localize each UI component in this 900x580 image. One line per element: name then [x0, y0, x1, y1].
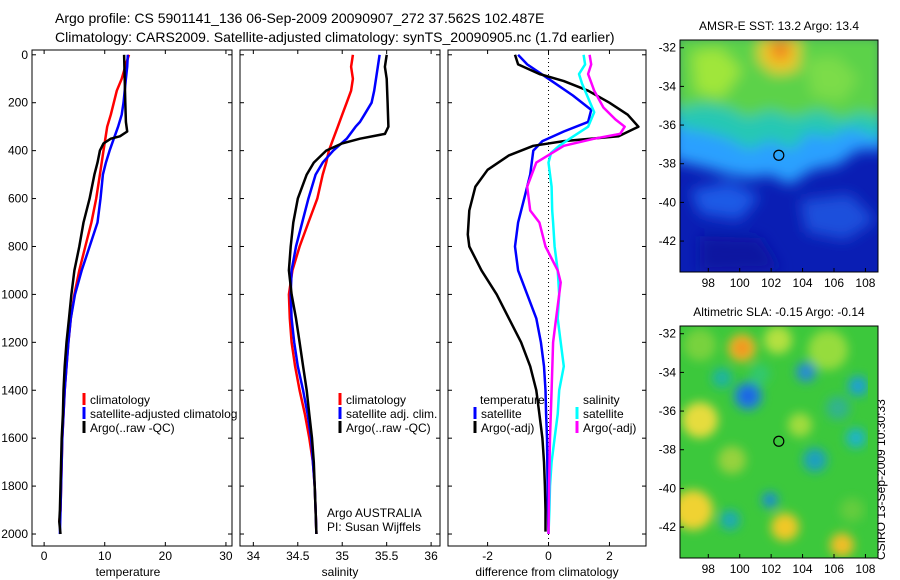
difference-legend: temperature satellite Argo(-adj) salinit…: [473, 393, 636, 435]
sla-map-title: Altimetric SLA: -0.15 Argo: -0.14: [693, 305, 865, 319]
legend-argo: Argo(..raw -QC): [346, 421, 431, 435]
x-tick-label: 0: [545, 549, 552, 563]
pi-label: PI: Susan Wijffels: [327, 520, 421, 534]
lon-tick-label: 108: [855, 276, 875, 290]
depth-tick-label: 1800: [1, 479, 28, 493]
lon-tick-label: 100: [730, 276, 750, 290]
depth-tick-label: 400: [8, 144, 28, 158]
series-line-satellite-adj-clim-: [289, 54, 381, 535]
legend-satellite-adj: satellite adj. clim.: [346, 407, 437, 421]
series-line-temperature-satellite: [513, 53, 593, 535]
difference-panel-frame: [447, 49, 647, 547]
lat-tick-label: -38: [659, 443, 677, 457]
difference-axis-label: difference from climatology: [475, 565, 618, 579]
x-tick-label: 34.5: [286, 549, 310, 563]
depth-tick-label: 1200: [1, 335, 28, 349]
lat-tick-label: -38: [659, 157, 677, 171]
lat-tick-label: -36: [659, 404, 677, 418]
lon-tick-label: 102: [761, 562, 781, 576]
x-tick-label: 34: [247, 549, 261, 563]
x-tick-label: 2: [606, 549, 613, 563]
temperature-legend: climatology satellite-adjusted climatolo…: [82, 393, 237, 435]
lon-tick-label: 106: [824, 562, 844, 576]
temperature-panel: 0 10 20 30 0 200 400 600 800 1000 1200 1400 1600 1800…: [1, 48, 233, 563]
series-line-argo-raw-qc-: [58, 54, 129, 535]
lat-tick-label: -40: [659, 195, 677, 209]
legend-sal-argo: Argo(-adj): [583, 421, 636, 435]
header-line-1: Argo profile: CS 5901141_136 06-Sep-2009…: [55, 10, 545, 26]
series-line-salinity-argo-adj-: [525, 54, 626, 535]
lon-tick-label: 98: [702, 562, 716, 576]
program-label: Argo AUSTRALIA: [327, 506, 422, 520]
series-line-satellite-adjusted-climatolog: [58, 54, 130, 535]
depth-tick-label: 200: [8, 96, 28, 110]
legend-temperature-title: temperature: [480, 393, 545, 407]
lon-tick-label: 106: [824, 276, 844, 290]
salinity-legend: climatology satellite adj. clim. Argo(..…: [327, 393, 437, 534]
legend-temp-satellite: satellite: [481, 407, 522, 421]
legend-temp-argo: Argo(-adj): [481, 421, 534, 435]
argo-float-marker: [773, 435, 785, 447]
lon-tick-label: 108: [855, 562, 875, 576]
x-tick-label: 0: [41, 549, 48, 563]
temperature-axis-label: temperature: [96, 565, 161, 579]
argo-float-marker: [773, 149, 785, 161]
legend-argo: Argo(..raw -QC): [90, 421, 175, 435]
salinity-axis-label: salinity: [322, 565, 359, 579]
lon-tick-label: 98: [702, 276, 716, 290]
legend-satellite-adjusted: satellite-adjusted climatolog: [90, 407, 237, 421]
x-tick-label: 20: [159, 549, 173, 563]
lon-tick-label: 104: [793, 562, 813, 576]
legend-climatology: climatology: [346, 393, 406, 407]
lon-tick-label: 100: [730, 562, 750, 576]
legend-salinity-title: salinity: [583, 393, 620, 407]
lat-tick-label: -36: [659, 118, 677, 132]
lat-tick-label: -40: [659, 481, 677, 495]
depth-tick-label: 800: [8, 239, 28, 253]
lon-tick-label: 104: [793, 276, 813, 290]
sst-map: 98 100 102 104 106 108 -32 -34 -36 -38 -40 -42: [659, 39, 879, 290]
depth-tick-label: 0: [21, 48, 28, 62]
series-line-temperature-argo-adj-: [466, 54, 640, 532]
difference-panel: -2 0 2: [448, 50, 646, 563]
x-tick-label: 30: [219, 549, 233, 563]
x-tick-label: 35: [336, 549, 350, 563]
x-tick-label: -2: [482, 549, 493, 563]
lat-tick-label: -34: [659, 79, 677, 93]
salinity-panel-frame: [239, 49, 441, 547]
header-line-2: Climatology: CARS2009. Satellite-adjuste…: [55, 29, 615, 45]
lat-tick-label: -42: [659, 520, 677, 534]
legend-sal-satellite: satellite: [583, 407, 624, 421]
x-tick-label: 35.5: [375, 549, 399, 563]
series-line-argo-raw-qc-: [287, 54, 390, 535]
legend-climatology: climatology: [90, 393, 150, 407]
depth-tick-label: 600: [8, 192, 28, 206]
depth-tick-label: 1000: [1, 287, 28, 301]
lon-tick-label: 102: [761, 276, 781, 290]
lat-tick-label: -34: [659, 365, 677, 379]
depth-tick-label: 2000: [1, 527, 28, 541]
series-line-salinity-satellite: [547, 54, 596, 535]
sla-map: 98 100 102 104 106 108 -32 -34 -36 -38 -40 -42: [659, 325, 879, 576]
x-tick-label: 10: [98, 549, 112, 563]
salinity-panel: 34 34.5 35 35.5 36: [240, 50, 440, 563]
lat-tick-label: -42: [659, 234, 677, 248]
x-tick-label: 36: [424, 549, 438, 563]
temperature-panel-frame: [31, 49, 233, 547]
depth-tick-label: 1400: [1, 383, 28, 397]
lat-tick-label: -32: [659, 41, 677, 55]
depth-tick-label: 1600: [1, 431, 28, 445]
series-line-climatology: [287, 54, 355, 535]
lat-tick-label: -32: [659, 327, 677, 341]
sst-map-title: AMSR-E SST: 13.2 Argo: 13.4: [698, 19, 860, 33]
